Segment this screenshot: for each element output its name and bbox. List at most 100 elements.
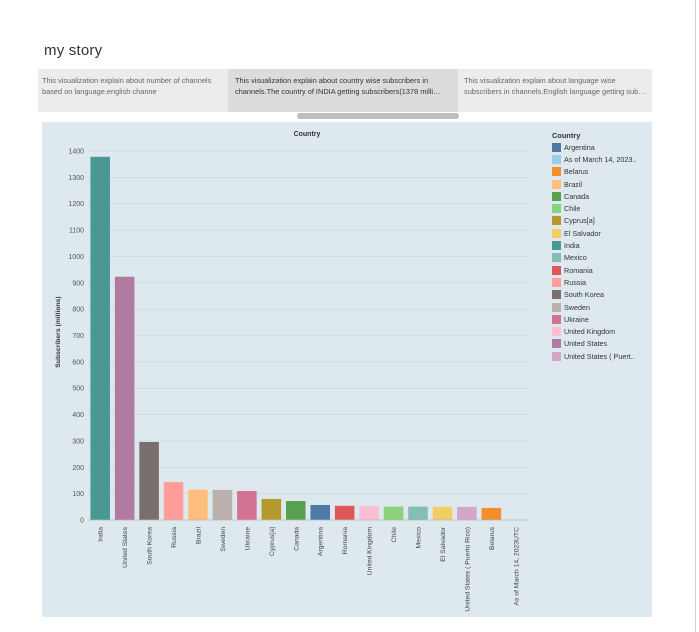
x-tick-label: Romania <box>342 527 349 554</box>
x-tick-label: Cyprus[a] <box>269 527 276 556</box>
legend-label: Argentina <box>564 142 595 152</box>
bar[interactable] <box>114 276 135 520</box>
legend-swatch <box>552 339 561 349</box>
x-tick-label: Sweden <box>220 527 227 552</box>
x-tick-label: Russia <box>171 527 178 548</box>
legend-item[interactable]: As of March 14, 2023.. <box>552 153 650 165</box>
legend-swatch <box>552 290 561 300</box>
legend-label: Ukraine <box>564 314 589 324</box>
legend-title: Country <box>552 131 581 140</box>
y-tick-label: 1400 <box>68 149 84 156</box>
legend-item[interactable]: Mexico <box>552 252 650 264</box>
bar[interactable] <box>188 489 208 520</box>
legend-label: India <box>564 241 580 251</box>
legend-item[interactable]: Canada <box>552 190 650 202</box>
legend-item[interactable]: Sweden <box>552 301 650 313</box>
y-tick-label: 0 <box>80 518 84 525</box>
y-tick-label: 900 <box>72 280 84 287</box>
y-tick-label: 700 <box>72 333 84 340</box>
bar[interactable] <box>90 156 110 520</box>
legend-item[interactable]: Ukraine <box>552 313 650 325</box>
chart-title: Country <box>294 131 321 138</box>
legend-item[interactable]: Belarus <box>552 166 650 178</box>
x-tick-label: El Salvador <box>440 526 447 561</box>
x-tick-label: Belarus <box>489 526 496 550</box>
legend-label: Russia <box>564 277 586 287</box>
bar[interactable] <box>334 505 355 520</box>
x-tick-label: Ukraine <box>244 527 251 551</box>
legend-swatch <box>552 179 561 189</box>
x-tick-label: Mexico <box>416 527 423 549</box>
legend-item[interactable]: Brazil <box>552 178 650 190</box>
y-tick-label: 1000 <box>68 254 84 261</box>
legend-swatch <box>552 253 561 263</box>
visualization-panel <box>42 122 652 617</box>
y-tick-label: 300 <box>72 438 84 445</box>
y-tick-label: 100 <box>72 491 84 498</box>
bar[interactable] <box>261 498 282 520</box>
legend-item[interactable]: United States <box>552 338 650 350</box>
y-tick-label: 500 <box>72 386 84 393</box>
legend-label: United States <box>564 339 608 349</box>
legend-item[interactable]: Romania <box>552 264 650 276</box>
bar[interactable] <box>310 504 330 520</box>
x-tick-label: United States ( Puerto Rico) <box>464 527 471 612</box>
bar[interactable] <box>286 501 306 520</box>
y-tick-label: 200 <box>72 465 84 472</box>
x-tick-label: Argentina <box>318 527 325 556</box>
legend-item[interactable]: South Korea <box>552 289 650 301</box>
legend-swatch <box>552 204 561 214</box>
bar[interactable] <box>432 506 453 520</box>
legend-item[interactable]: Chile <box>552 202 650 214</box>
legend-swatch <box>552 191 561 201</box>
y-tick-label: 1200 <box>68 201 84 208</box>
legend-label: South Korea <box>564 290 604 300</box>
legend-swatch <box>552 265 561 275</box>
legend-label: Romania <box>564 265 593 275</box>
y-tick-label: 1300 <box>68 175 84 182</box>
window-edge-divider <box>695 0 696 632</box>
x-tick-label: United Kingdom <box>367 527 374 576</box>
legend: Country Argentina As of March 14, 2023.. B… <box>552 131 650 362</box>
bar[interactable] <box>359 506 379 520</box>
story-navigator: This visualization explain about number … <box>38 69 652 112</box>
story-navigator-scrollbar[interactable] <box>297 113 459 119</box>
legend-item[interactable]: India <box>552 239 650 251</box>
bar[interactable] <box>163 482 184 520</box>
bar[interactable] <box>481 507 502 520</box>
bar[interactable] <box>408 506 428 520</box>
y-axis-title: Subscribers (millions) <box>55 296 62 367</box>
legend-item[interactable]: Cyprus[a] <box>552 215 650 227</box>
legend-item[interactable]: Argentina <box>552 141 650 153</box>
legend-label: Sweden <box>564 302 590 312</box>
legend-label: Cyprus[a] <box>564 216 595 226</box>
legend-label: United States ( Puert.. <box>564 351 635 361</box>
story-title: my story <box>44 42 103 59</box>
legend-swatch <box>552 228 561 238</box>
legend-swatch <box>552 216 561 226</box>
bar[interactable] <box>212 489 233 520</box>
legend-swatch <box>552 167 561 177</box>
legend-label: As of March 14, 2023.. <box>564 154 637 164</box>
legend-swatch <box>552 142 561 152</box>
legend-item[interactable]: United States ( Puert.. <box>552 350 650 362</box>
story-point-2[interactable]: This visualization explain about country… <box>228 69 458 112</box>
legend-label: Canada <box>564 191 590 201</box>
legend-item[interactable]: Russia <box>552 276 650 288</box>
bar[interactable] <box>139 441 159 520</box>
legend-label: Chile <box>564 204 581 214</box>
y-tick-label: 1100 <box>69 228 84 235</box>
legend-label: El Salvador <box>564 228 601 238</box>
legend-label: Brazil <box>564 179 582 189</box>
bar[interactable] <box>383 506 404 520</box>
legend-item[interactable]: United Kingdom <box>552 325 650 337</box>
legend-item[interactable]: El Salvador <box>552 227 650 239</box>
bar[interactable] <box>237 491 257 520</box>
y-tick-label: 400 <box>72 412 84 419</box>
legend-items: Argentina As of March 14, 2023.. Belarus Br… <box>552 141 650 362</box>
x-tick-label: As of March 14, 2023UTC <box>513 527 520 606</box>
y-tick-label: 600 <box>72 359 84 366</box>
bar[interactable] <box>457 506 477 520</box>
x-tick-label: Chile <box>391 527 398 543</box>
